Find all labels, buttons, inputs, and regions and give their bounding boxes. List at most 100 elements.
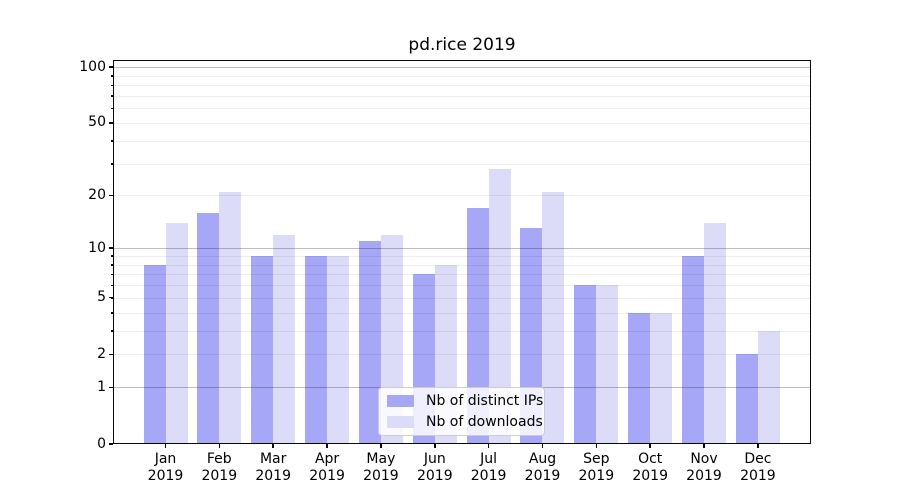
bar-downloads [596, 285, 619, 444]
bar-downloads [704, 222, 726, 444]
gridline-minor [113, 274, 811, 276]
gridline-minor [113, 140, 811, 142]
legend-item: Nb of downloads [387, 413, 543, 431]
y-minor-tick-mark [111, 84, 113, 86]
x-tick-mark [164, 444, 167, 448]
y-minor-tick-mark [111, 75, 113, 77]
x-tick-label: Sep 2019 [564, 451, 628, 484]
x-tick-label-year: 2019 [578, 467, 615, 484]
legend: Nb of distinct IPs Nb of downloads [378, 387, 545, 436]
x-tick-label-month: Apr [314, 451, 340, 467]
x-tick-mark [434, 444, 436, 448]
x-tick-mark [703, 444, 705, 448]
gridline-minor [113, 255, 811, 257]
bar-downloads [542, 191, 565, 444]
bar-downloads [273, 234, 296, 444]
x-tick-label-year: 2019 [255, 467, 291, 484]
x-tick-label: Jan 2019 [134, 451, 198, 484]
legend-label: Nb of distinct IPs [426, 393, 544, 409]
bar-distinct-ips [466, 207, 489, 444]
x-tick-label: Oct 2019 [618, 451, 682, 484]
gridline-minor [113, 264, 811, 266]
legend-swatch [387, 416, 414, 428]
x-tick-label-year: 2019 [363, 467, 399, 484]
y-minor-tick-mark [111, 264, 113, 266]
x-tick-label-year: 2019 [416, 467, 453, 484]
y-tick-label: 2 [97, 345, 106, 362]
gridline-minor [113, 85, 811, 86]
bar-downloads [165, 222, 188, 444]
x-tick-label: Mar 2019 [241, 451, 305, 484]
x-tick-label-month: Sep [583, 451, 610, 467]
legend-label: Nb of downloads [426, 414, 543, 430]
x-tick-label: Jun 2019 [403, 451, 467, 484]
y-minor-tick-mark [111, 297, 113, 299]
grid-layer [113, 60, 811, 444]
x-tick-mark [218, 444, 221, 448]
y-minor-tick-mark [111, 255, 113, 257]
bar-distinct-ips [251, 255, 274, 444]
y-minor-tick-mark [111, 122, 113, 124]
bar-distinct-ips [143, 264, 166, 444]
x-tick-label-year: 2019 [524, 467, 561, 484]
x-tick-label: Apr 2019 [295, 451, 359, 484]
x-tick-label-month: Aug [528, 451, 557, 467]
x-tick-label-year: 2019 [740, 467, 776, 484]
x-tick-mark [541, 444, 544, 448]
bar-distinct-ips [305, 255, 328, 444]
x-tick-label-year: 2019 [470, 467, 507, 484]
x-tick-label: Feb 2019 [187, 451, 251, 484]
gridline-minor [113, 354, 811, 356]
x-tick-label-month: May [366, 451, 396, 467]
y-minor-tick-mark [111, 353, 113, 356]
chart-title: pd.rice 2019 [408, 35, 516, 55]
gridline-minor [113, 163, 811, 165]
y-minor-tick-mark [111, 163, 113, 165]
gridline-minor [113, 297, 811, 299]
y-tick-label: 5 [97, 289, 106, 306]
x-tick-mark [326, 444, 328, 448]
x-tick-label-year: 2019 [147, 467, 184, 484]
x-tick-label: Dec 2019 [726, 451, 790, 484]
gridline-minor [113, 330, 811, 332]
bar-distinct-ips [574, 285, 597, 444]
bar-distinct-ips [735, 354, 758, 444]
gridline-major [113, 67, 811, 68]
gridline-minor [113, 285, 811, 286]
x-tick-label-month: Mar [259, 451, 287, 467]
x-tick-mark [649, 444, 651, 448]
bar-downloads [757, 330, 780, 444]
bar-distinct-ips [628, 312, 651, 444]
y-tick-label: 100 [79, 58, 106, 75]
gridline-minor [113, 108, 811, 110]
y-minor-tick-mark [111, 95, 113, 97]
axes-spines [113, 60, 811, 444]
x-tick-label-year: 2019 [309, 467, 345, 484]
plot-area: Nb of distinct IPs Nb of downloads [113, 60, 811, 444]
x-tick-label-month: Jan [154, 451, 177, 467]
x-tick-label-month: Nov [690, 451, 718, 467]
x-tick-label-year: 2019 [632, 467, 668, 484]
y-tick-label: 50 [88, 114, 106, 131]
x-tick-label-month: Dec [744, 451, 772, 467]
y-tick-label: 10 [88, 239, 106, 256]
y-tick-label: 1 [97, 378, 106, 395]
bar-downloads [327, 255, 350, 444]
x-tick-label-month: Jun [423, 451, 446, 467]
y-minor-tick-mark [111, 194, 113, 197]
bar-downloads [650, 312, 673, 444]
gridline-minor [113, 122, 811, 124]
y-tick-mark [109, 66, 113, 68]
gridline-minor [113, 75, 811, 77]
y-tick-mark [109, 386, 113, 389]
y-minor-tick-mark [111, 107, 113, 110]
x-tick-label: May 2019 [349, 451, 413, 484]
x-tick-label-month: Jul [480, 451, 498, 467]
x-tick-label-month: Oct [638, 451, 663, 467]
x-tick-label-year: 2019 [201, 467, 238, 484]
gridline-minor [113, 312, 811, 314]
x-tick-label: Nov 2019 [672, 451, 736, 484]
x-tick-mark [595, 444, 597, 448]
bar-distinct-ips [358, 241, 381, 444]
